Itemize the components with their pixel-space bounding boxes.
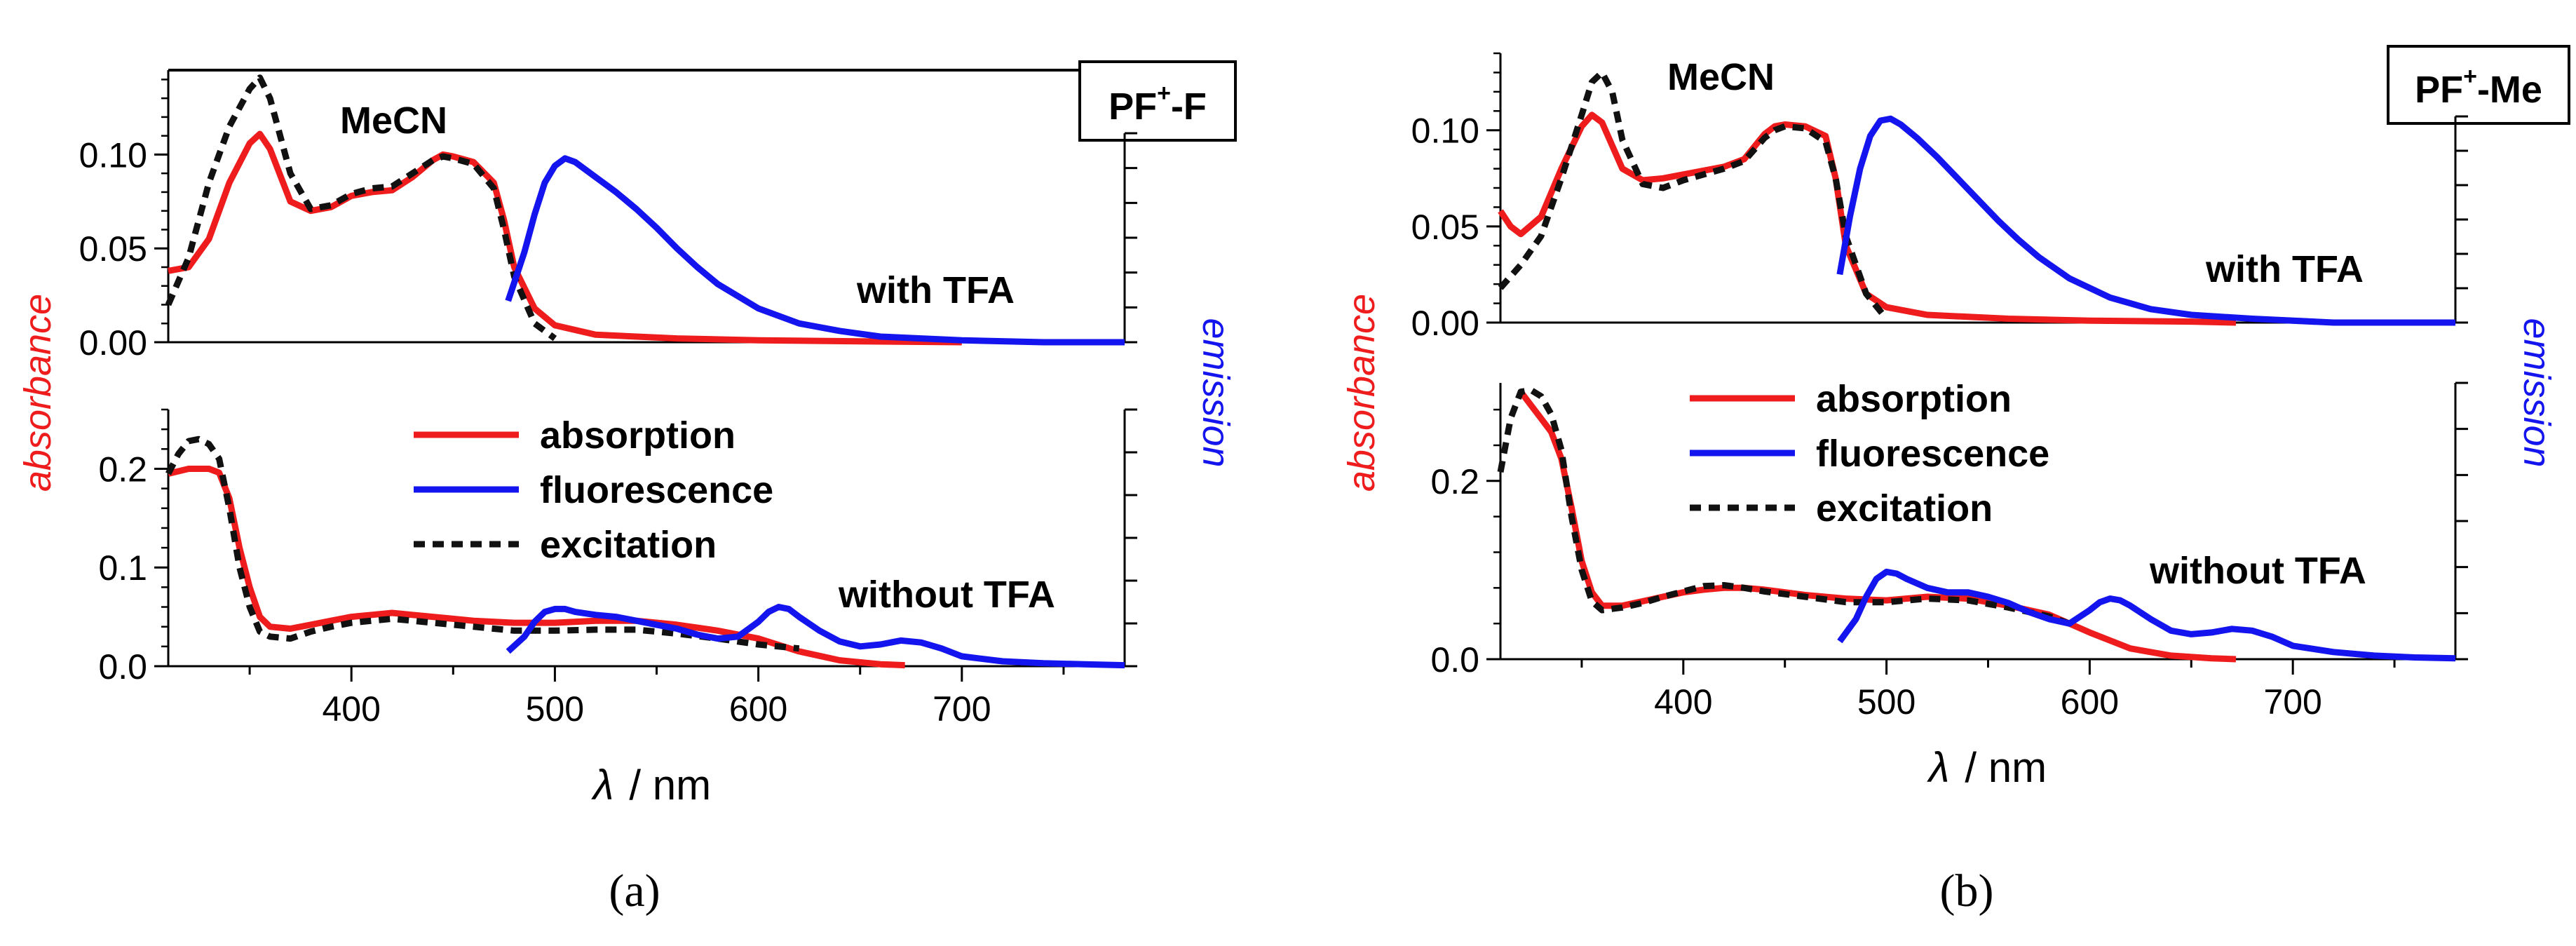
chart-a-legend-label-absorption: absorption — [540, 414, 735, 457]
chart-b-legend-label-excitation: excitation — [1816, 487, 1993, 529]
chart-a-bottom-excitation-line — [165, 435, 800, 652]
chart-a-bottom-series — [165, 435, 1125, 669]
chart-a: PF+-F 0.00 0.05 0.10 0.0 0.1 0.2 400 500 600 700… — [17, 60, 1237, 917]
chart-b-top-fluorescence-line — [1836, 115, 2455, 326]
chart-a-top-panel-label: with TFA — [856, 269, 1015, 311]
chart-b-x-tick-label: 600 — [2061, 682, 2119, 722]
chart-b-tag-tail: -Me — [2477, 69, 2542, 111]
chart-b-x-tick-label: 500 — [1857, 682, 1916, 722]
chart-a-top-series — [165, 74, 1125, 346]
chart-b-x-tick-label: 400 — [1654, 682, 1712, 722]
chart-b-xlabel-unit: / nm — [1965, 744, 2047, 791]
chart-a-bottom-panel-label: without TFA — [838, 574, 1055, 616]
chart-a-legend-label-excitation: excitation — [540, 524, 717, 566]
chart-a-x-tick-label: 700 — [933, 689, 991, 729]
chart-b-top-y-tick-label: 0.05 — [1411, 208, 1479, 247]
chart-b-bottom-axes: 0.0 0.2 400 500 600 700 — [1430, 381, 2468, 722]
chart-a-bottom-y-tick-label: 0.2 — [98, 450, 147, 489]
chart-a-legend-label-fluorescence: fluorescence — [540, 469, 773, 511]
chart-b-bottom-y-tick-label: 0.0 — [1430, 640, 1479, 680]
chart-b-bottom-fluorescence-line — [1837, 568, 2456, 662]
chart-b-ylabel-left: absorbance — [1341, 294, 1383, 492]
chart-b-tag-sup: + — [2463, 63, 2477, 90]
chart-b-x-tick-label: 700 — [2263, 682, 2321, 722]
chart-b-top-series — [1498, 69, 2455, 326]
chart-a-top-y-tick-label: 0.10 — [79, 135, 147, 175]
chart-b-bottom-panel-label: without TFA — [2149, 550, 2366, 592]
chart-b-tag: PF+-Me — [2415, 63, 2542, 111]
chart-b-bottom-series — [1497, 386, 2456, 663]
chart-a-x-tick-label: 400 — [322, 689, 380, 729]
chart-b-tag-box — [2387, 45, 2570, 125]
chart-a-xlabel: λ / nm — [591, 762, 711, 809]
chart-a-top-excitation-line — [165, 74, 557, 342]
chart-a-tag-tail: -F — [1171, 86, 1207, 128]
chart-b-ylabel-right: emission — [2516, 318, 2558, 467]
chart-a-ylabel-right: emission — [1195, 318, 1237, 467]
chart-a-tag-box — [1078, 60, 1237, 142]
chart-a-tag-main: PF — [1109, 86, 1157, 128]
chart-a-tag: PF+-F — [1109, 80, 1207, 128]
chart-a-bottom-y-tick-label: 0.1 — [98, 548, 147, 588]
chart-b-top-y-tick-label: 0.10 — [1411, 112, 1479, 151]
chart-b-bottom-y-tick-label: 0.2 — [1430, 462, 1479, 501]
chart-a-bottom-y-tick-label: 0.0 — [98, 647, 147, 687]
chart-b-solvent-label: MeCN — [1667, 56, 1775, 98]
chart-a-solvent-label: MeCN — [340, 100, 447, 142]
chart-a-top-y-tick-label: 0.00 — [79, 323, 147, 363]
chart-a-tag-sup: + — [1157, 80, 1171, 107]
chart-b-top-axes: 0.00 0.05 0.10 — [1411, 52, 2468, 343]
chart-a-xlabel-symbol: λ — [591, 762, 614, 809]
chart-b-legend-label-fluorescence: fluorescence — [1816, 433, 2049, 475]
chart-a-top-axes: 0.00 0.05 0.10 — [79, 70, 1137, 363]
chart-b-top-panel-label: with TFA — [2205, 248, 2364, 290]
chart-b-legend: absorption fluorescence excitation — [1690, 378, 2049, 529]
chart-a-x-tick-label: 500 — [526, 689, 584, 729]
chart-b-top-absorption-line — [1498, 112, 2237, 326]
chart-a-x-tick-label: 600 — [729, 689, 787, 729]
caption-a: (a) — [609, 865, 660, 917]
chart-a-bottom-axes: 0.0 0.1 0.2 400 500 600 700 — [98, 408, 1137, 729]
chart-a-legend: absorption fluorescence excitation — [414, 414, 773, 566]
chart-b-top-excitation-line — [1498, 69, 1890, 321]
chart-a-top-fluorescence-line — [505, 155, 1125, 346]
chart-a-bottom-fluorescence-line — [506, 604, 1125, 669]
chart-a-top-absorption-line — [168, 130, 962, 346]
chart-a-ylabel-left: absorbance — [17, 294, 59, 492]
chart-b-top-y-tick-label: 0.00 — [1411, 304, 1479, 343]
caption-b: (b) — [1940, 865, 1994, 917]
chart-b-xlabel: λ / nm — [1927, 744, 2047, 791]
chart-b-xlabel-symbol: λ — [1927, 744, 1950, 791]
chart-b-tag-main: PF — [2415, 69, 2463, 111]
chart-b-bottom-excitation-line — [1497, 386, 2070, 627]
chart-b: PF+-Me 0.00 0.05 0.10 0.0 0.2 400 500 600 700 M… — [1341, 45, 2570, 917]
chart-a-top-y-tick-label: 0.05 — [79, 229, 147, 269]
chart-b-legend-label-absorption: absorption — [1816, 378, 2012, 420]
chart-a-xlabel-unit: / nm — [629, 762, 711, 809]
